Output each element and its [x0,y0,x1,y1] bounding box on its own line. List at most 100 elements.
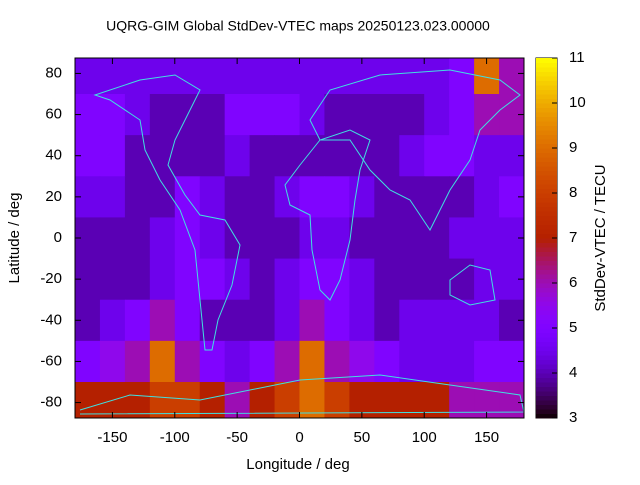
colorbar-swatch [536,296,557,302]
heat-cell [224,176,251,218]
heat-cell [449,58,475,95]
colorbar-swatch [536,130,557,135]
colorbar-swatch [536,395,557,401]
colorbar-swatch [536,377,557,383]
colorbar-swatch [536,373,557,378]
heat-cell [474,340,500,383]
heat-cell [99,135,126,177]
heat-cell [149,340,176,383]
heat-cell [474,176,500,218]
colorbar-swatch [536,386,557,392]
heat-cell [324,176,350,218]
heat-cell [424,135,450,177]
heat-cell [349,135,375,177]
colorbar-swatch [536,368,557,374]
colorbar-swatch [536,328,557,333]
colorbar-swatch [536,116,557,122]
colorbar-tick-label: 9 [569,139,577,156]
colorbar-swatch [536,319,557,324]
heat-cell [249,176,276,218]
heat-cell [399,176,425,218]
colorbar-swatch [536,67,557,72]
heat-cell [199,176,226,218]
colorbar-swatch [536,332,557,338]
x-tick-label: 100 [412,429,437,446]
y-axis-label: Latitude / deg [6,193,23,284]
heat-cell [274,58,300,95]
colorbar-swatch [536,134,557,140]
y-tick-label: -80 [40,394,62,411]
heat-cell [374,135,400,177]
heat-cell [249,58,276,95]
heat-cell [324,94,350,136]
heat-cell [199,135,226,177]
heat-cell [174,258,201,301]
colorbar-swatch [536,143,557,149]
colorbar-swatch [536,157,557,162]
heat-cell [274,340,300,383]
y-tick-label: 60 [45,106,62,123]
heat-cell [149,58,176,95]
colorbar-swatch [536,206,557,212]
heatmap [75,58,524,418]
heat-cell [349,258,375,301]
heat-cell [124,382,151,418]
heat-cell [399,258,425,301]
heat-cell [399,382,425,418]
colorbar-swatch [536,242,557,248]
heat-cell [224,135,251,177]
colorbar-swatch [536,314,557,320]
heat-cell [424,217,450,260]
heat-cell [374,58,400,95]
colorbar-swatch [536,188,557,194]
colorbar-swatch [536,107,557,113]
heat-cell [299,340,325,383]
colorbar-swatch [536,179,557,185]
heat-cell [449,299,475,342]
heat-cell [324,135,350,177]
heat-cell [424,58,450,95]
heat-cell [75,382,101,418]
heat-cell [249,258,276,301]
colorbar-swatch [536,260,557,266]
colorbar-swatch [536,278,557,284]
heat-cell [224,58,251,95]
heat-cell [99,58,126,95]
colorbar-swatch [536,404,557,410]
heat-cell [299,176,325,218]
heat-cell [249,94,276,136]
colorbar-swatch [536,197,557,203]
heat-cell [474,258,500,301]
heat-cell [75,58,101,95]
heat-cell [424,176,450,218]
colorbar-swatch [536,152,557,158]
heat-cell [274,217,300,260]
heat-cell [249,382,276,418]
heat-cell [149,217,176,260]
heat-cell [449,176,475,218]
colorbar-swatch [536,62,557,68]
heat-cell [424,340,450,383]
colorbar-swatch [536,269,557,275]
colorbar-swatch [536,112,557,117]
heat-cell [199,258,226,301]
heat-cell [149,94,176,136]
heat-cell [424,94,450,136]
colorbar-swatch [536,58,557,63]
x-tick-label: -150 [97,429,127,446]
colorbar-swatch [536,139,557,144]
colorbar-swatch [536,310,557,315]
heat-cell [374,258,400,301]
colorbar-swatch [536,247,557,252]
heat-cell [399,299,425,342]
colorbar-swatch [536,287,557,293]
heat-cell [199,299,226,342]
heat-cell [324,258,350,301]
colorbar-swatch [536,346,557,351]
heat-cell [399,94,425,136]
heat-cell [124,258,151,301]
x-tick-label: 50 [354,429,371,446]
heat-cell [274,258,300,301]
x-tick-label: 0 [295,429,303,446]
heat-cell [424,258,450,301]
